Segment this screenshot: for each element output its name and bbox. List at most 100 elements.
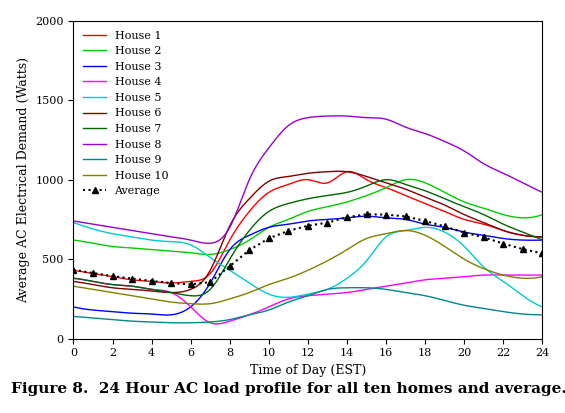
House 2 <box>205 252 212 257</box>
Line: House 6: House 6 <box>73 171 542 292</box>
House 10 <box>70 284 77 289</box>
House 2 <box>72 238 79 243</box>
House 7 <box>349 188 356 193</box>
House 6 <box>70 279 77 284</box>
House 6 <box>353 171 359 176</box>
Average <box>246 248 253 253</box>
House 4 <box>467 273 473 278</box>
House 5 <box>70 220 77 225</box>
House 7 <box>72 276 79 281</box>
House 8 <box>335 113 342 118</box>
Line: House 8: House 8 <box>73 116 542 243</box>
House 1 <box>167 280 174 285</box>
House 8 <box>351 114 358 119</box>
House 3 <box>72 305 79 310</box>
House 1 <box>70 268 77 273</box>
House 8 <box>360 115 367 120</box>
House 6 <box>335 169 342 174</box>
House 5 <box>349 272 356 277</box>
Average <box>90 271 97 275</box>
House 5 <box>495 276 502 281</box>
House 8 <box>205 241 212 246</box>
House 8 <box>70 218 77 223</box>
House 1 <box>346 169 353 174</box>
Y-axis label: Average AC Electrical Demand (Watts): Average AC Electrical Demand (Watts) <box>17 57 30 303</box>
House 3 <box>539 237 546 242</box>
House 8 <box>72 219 79 224</box>
Line: House 10: House 10 <box>73 230 542 304</box>
Average <box>383 212 389 217</box>
House 8 <box>353 114 359 119</box>
Average <box>461 230 468 235</box>
House 1 <box>353 171 359 176</box>
House 10 <box>199 301 206 306</box>
House 7 <box>384 177 390 182</box>
Average <box>168 280 175 285</box>
House 7 <box>359 185 366 190</box>
Average <box>421 218 428 223</box>
House 4 <box>351 289 358 294</box>
Average <box>188 282 194 287</box>
House 8 <box>498 170 505 175</box>
House 6 <box>351 171 358 176</box>
House 1 <box>360 176 367 180</box>
House 2 <box>498 212 505 217</box>
House 5 <box>72 221 79 225</box>
House 6 <box>72 279 79 284</box>
Average <box>305 223 311 228</box>
Average <box>148 278 155 283</box>
House 6 <box>169 290 176 295</box>
House 9 <box>351 285 358 290</box>
House 7 <box>539 237 546 242</box>
House 7 <box>498 221 505 226</box>
Line: House 5: House 5 <box>73 223 542 307</box>
House 2 <box>406 177 412 182</box>
House 3 <box>359 214 366 219</box>
House 6 <box>539 235 546 240</box>
House 2 <box>539 212 546 217</box>
House 2 <box>70 237 77 242</box>
House 4 <box>349 289 356 294</box>
House 10 <box>349 244 356 249</box>
Line: House 3: House 3 <box>73 216 542 315</box>
House 5 <box>466 249 472 254</box>
House 4 <box>359 288 366 293</box>
Average <box>324 220 331 225</box>
House 4 <box>70 276 77 281</box>
House 6 <box>498 228 505 233</box>
House 8 <box>539 190 546 195</box>
House 5 <box>539 304 546 309</box>
Legend: House 1, House 2, House 3, House 4, House 5, House 6, House 7, House 8, House 9,: House 1, House 2, House 3, House 4, Hous… <box>79 26 173 201</box>
House 9 <box>468 304 475 309</box>
House 6 <box>360 173 367 178</box>
House 5 <box>357 265 364 270</box>
Average <box>227 263 233 268</box>
House 3 <box>70 304 77 309</box>
House 4 <box>539 273 546 278</box>
Line: House 1: House 1 <box>73 171 542 283</box>
Average <box>539 251 546 256</box>
House 9 <box>70 314 77 319</box>
Average <box>129 276 136 281</box>
House 10 <box>539 274 546 279</box>
Average <box>519 247 526 252</box>
House 9 <box>539 312 546 317</box>
Average <box>480 235 487 240</box>
House 7 <box>70 276 77 281</box>
Line: House 9: House 9 <box>73 288 542 323</box>
House 10 <box>72 284 79 289</box>
House 9 <box>360 285 367 290</box>
House 6 <box>468 215 475 220</box>
House 4 <box>498 273 505 278</box>
House 9 <box>177 320 184 325</box>
House 3 <box>163 313 170 318</box>
House 4 <box>213 321 220 326</box>
House 7 <box>191 293 198 298</box>
House 10 <box>468 261 475 266</box>
Text: Figure 8.  24 Hour AC load profile for all ten homes and average.: Figure 8. 24 Hour AC load profile for al… <box>11 382 565 396</box>
House 10 <box>359 238 366 243</box>
House 10 <box>402 228 409 233</box>
House 10 <box>351 242 358 247</box>
House 3 <box>349 215 356 220</box>
Average <box>441 224 448 229</box>
